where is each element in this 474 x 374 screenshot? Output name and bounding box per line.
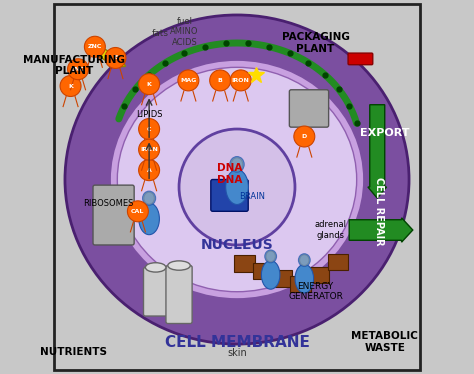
FancyBboxPatch shape — [234, 255, 255, 272]
Text: DNA
DNA: DNA DNA — [217, 163, 242, 185]
Ellipse shape — [168, 261, 190, 270]
Circle shape — [138, 139, 160, 160]
Text: EXPORT: EXPORT — [360, 128, 410, 138]
Ellipse shape — [179, 129, 295, 245]
Ellipse shape — [110, 60, 364, 299]
Text: fuel
AMINO
ACIDS: fuel AMINO ACIDS — [170, 17, 199, 47]
FancyBboxPatch shape — [211, 180, 248, 211]
Text: NUCLEUS: NUCLEUS — [201, 238, 273, 252]
Ellipse shape — [118, 67, 356, 292]
Text: LIPIDS: LIPIDS — [136, 110, 163, 119]
Text: CELL REPAIR: CELL REPAIR — [374, 177, 384, 246]
Ellipse shape — [143, 191, 155, 205]
Text: ZNC: ZNC — [88, 44, 102, 49]
FancyArrow shape — [89, 43, 126, 67]
Circle shape — [178, 70, 199, 91]
Ellipse shape — [230, 157, 244, 172]
Ellipse shape — [266, 251, 275, 262]
FancyBboxPatch shape — [328, 254, 348, 270]
Text: C: C — [147, 126, 151, 132]
Ellipse shape — [295, 264, 314, 293]
Text: adrenal
glands: adrenal glands — [315, 220, 346, 240]
FancyBboxPatch shape — [253, 263, 273, 279]
Text: MANUFACTURING
PLANT: MANUFACTURING PLANT — [23, 55, 125, 76]
Text: BRAIN: BRAIN — [239, 192, 265, 201]
Circle shape — [138, 160, 160, 181]
Text: B: B — [218, 78, 223, 83]
Circle shape — [138, 119, 160, 140]
Ellipse shape — [300, 255, 309, 266]
Text: fats: fats — [152, 29, 169, 38]
FancyArrow shape — [349, 218, 413, 242]
FancyBboxPatch shape — [348, 53, 373, 65]
Text: PACKAGING
PLANT: PACKAGING PLANT — [282, 32, 349, 54]
Text: A: A — [146, 168, 152, 173]
FancyBboxPatch shape — [289, 90, 328, 127]
Text: MAG: MAG — [180, 78, 197, 83]
FancyBboxPatch shape — [144, 267, 168, 316]
Text: RIBOSOMES: RIBOSOMES — [83, 199, 133, 208]
FancyBboxPatch shape — [93, 185, 134, 245]
Text: D: D — [301, 134, 307, 139]
Ellipse shape — [231, 158, 243, 171]
Circle shape — [210, 70, 231, 91]
FancyBboxPatch shape — [166, 266, 192, 324]
Text: skin: skin — [227, 349, 247, 358]
Text: K: K — [146, 82, 152, 87]
Circle shape — [60, 76, 81, 96]
Circle shape — [68, 59, 89, 80]
Ellipse shape — [226, 169, 248, 205]
FancyBboxPatch shape — [291, 276, 310, 292]
Ellipse shape — [146, 263, 166, 272]
Ellipse shape — [261, 261, 280, 289]
FancyArrow shape — [368, 105, 387, 198]
Text: CELL MEMBRANE: CELL MEMBRANE — [164, 335, 310, 350]
Ellipse shape — [139, 203, 159, 235]
Circle shape — [294, 126, 315, 147]
Text: IRON: IRON — [140, 147, 158, 152]
Ellipse shape — [65, 15, 409, 344]
FancyBboxPatch shape — [272, 270, 292, 287]
Circle shape — [84, 36, 105, 57]
Text: E: E — [113, 55, 118, 61]
Text: CAL: CAL — [131, 209, 145, 214]
Ellipse shape — [265, 250, 276, 263]
Text: IRON: IRON — [232, 78, 250, 83]
Circle shape — [230, 70, 251, 91]
Text: ZNC: ZNC — [71, 67, 85, 72]
Circle shape — [138, 74, 160, 95]
Text: METABOLIC
WASTE: METABOLIC WASTE — [351, 331, 418, 353]
Circle shape — [128, 201, 148, 222]
Ellipse shape — [299, 254, 310, 267]
Text: NUTRIENTS: NUTRIENTS — [40, 347, 107, 356]
FancyBboxPatch shape — [54, 4, 420, 370]
Circle shape — [105, 47, 126, 68]
FancyBboxPatch shape — [309, 267, 329, 283]
Text: ENERGY
GENERATOR: ENERGY GENERATOR — [288, 282, 343, 301]
Ellipse shape — [144, 192, 155, 204]
Text: K: K — [68, 83, 73, 89]
